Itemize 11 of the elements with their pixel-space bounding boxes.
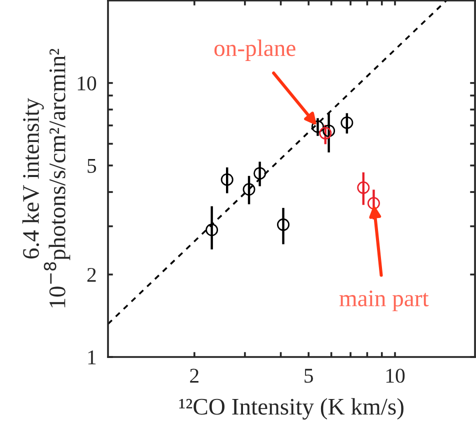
x-tick-label: 5 — [304, 368, 313, 383]
x-tick-label: 2 — [190, 368, 198, 383]
annotation: on-plane — [214, 40, 296, 61]
annotation: main part — [339, 290, 429, 312]
x-tick-label: 10 — [386, 368, 405, 383]
y-tick-label: 2 — [87, 268, 96, 282]
y-tick-label: 10 — [78, 76, 96, 90]
text: 6.4 keV intensity 10$^{−8}$photons/s/cm²/arcmin² — [22, 48, 70, 308]
x-axis-title: ¹²CO Intensity (K km/s) — [179, 398, 404, 420]
y-tick-label: 1 — [88, 350, 96, 364]
y-tick-label: 5 — [88, 159, 96, 173]
